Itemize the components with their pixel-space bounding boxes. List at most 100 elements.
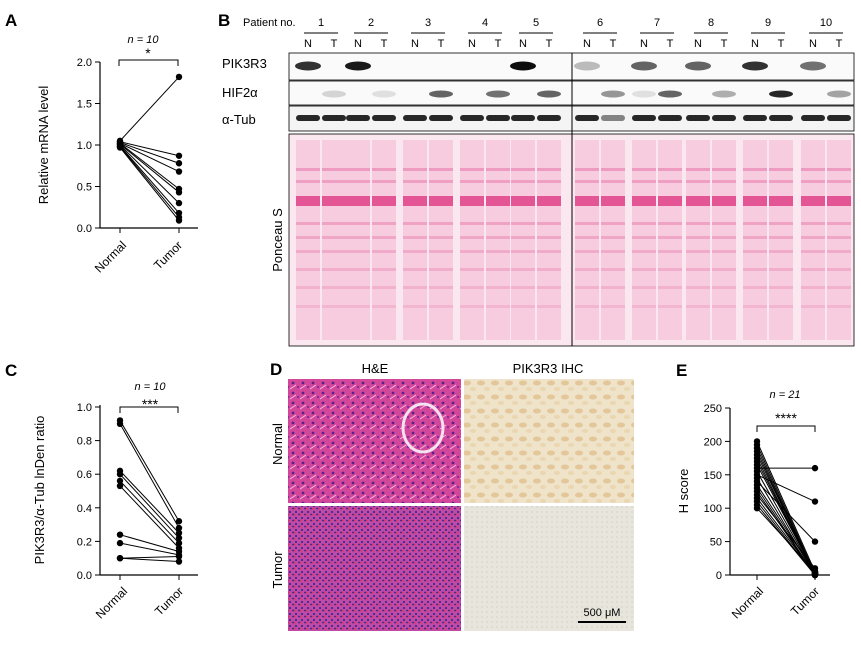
- ponceau-minor-band: [769, 268, 793, 271]
- lane-label: N: [304, 38, 312, 50]
- lane-label: N: [640, 38, 648, 50]
- ponceau-minor-band: [322, 305, 346, 308]
- band-tubulin: [322, 115, 346, 121]
- ponceau-lane: [372, 140, 396, 340]
- y-tick-label: 0.5: [77, 182, 92, 194]
- ponceau-lane: [632, 140, 656, 340]
- n-label-a: n = 10: [128, 34, 160, 46]
- ponceau-minor-band: [372, 305, 396, 308]
- point-tumor: [175, 168, 183, 175]
- ponceau-lane: [712, 140, 736, 340]
- ponceau-minor-band: [601, 236, 625, 239]
- pair-line: [119, 142, 180, 173]
- row-label-pik3r3: PIK3R3: [222, 56, 267, 71]
- pair-line: [119, 142, 180, 164]
- ponceau-minor-band: [743, 305, 767, 308]
- band-hif2a: [322, 90, 346, 98]
- pair-line: [756, 497, 816, 574]
- ponceau-minor-band: [801, 286, 825, 289]
- ponceau-lane: [296, 140, 320, 340]
- point-tumor: [175, 539, 183, 547]
- point-normal: [753, 481, 761, 489]
- point-normal: [116, 531, 124, 538]
- ponceau-minor-band: [403, 268, 427, 271]
- ponceau-minor-band: [372, 236, 396, 239]
- band-hif2a: [372, 90, 396, 98]
- patient-number: 2: [368, 17, 374, 29]
- band-pik3r3: [510, 61, 536, 71]
- band-hif2a: [658, 90, 682, 98]
- ponceau-minor-band: [632, 180, 656, 183]
- ponceau-minor-band: [575, 236, 599, 239]
- ponceau-major-band: [632, 196, 656, 206]
- ponceau-minor-band: [537, 250, 561, 253]
- y-tick-label: 2.0: [77, 57, 92, 69]
- row-label-normal: Normal: [270, 423, 285, 465]
- pair-line: [119, 420, 180, 522]
- ponceau-major-band: [575, 196, 599, 206]
- ponceau-minor-band: [712, 305, 736, 308]
- ponceau-minor-band: [827, 268, 851, 271]
- band-tubulin: [575, 115, 599, 121]
- pair-line: [119, 542, 180, 556]
- ponceau-minor-band: [511, 268, 535, 271]
- panel-letter-c: C: [5, 361, 17, 380]
- band-hif2a: [712, 90, 736, 98]
- point-tumor: [175, 160, 183, 167]
- pair-line: [119, 473, 180, 539]
- ponceau-minor-band: [712, 286, 736, 289]
- lane-label: T: [546, 38, 553, 50]
- ponceau-minor-band: [658, 250, 682, 253]
- x-tick-tumor-e: Tumor: [788, 584, 822, 618]
- y-tick-label: 1.5: [77, 99, 92, 111]
- point-normal: [116, 144, 124, 151]
- point-tumor: [175, 73, 183, 81]
- ponceau-minor-band: [801, 236, 825, 239]
- pair-line: [119, 557, 180, 563]
- x-tick-tumor-a: Tumor: [151, 238, 185, 272]
- band-tubulin: [769, 115, 793, 121]
- n-label-e: n = 21: [770, 389, 801, 401]
- band-pik3r3: [742, 61, 768, 71]
- point-normal: [116, 420, 124, 427]
- panel-a: A n = 10 * 0.0 0.5 1.0 1.5 2.0 Relative mRNA…: [5, 11, 198, 275]
- panel-c: C n = 10 *** 0.0 0.2 0.4 0.6 0.8 1.0 PIK3R3/α…: [5, 361, 198, 621]
- y-tick-label: 0.0: [77, 570, 92, 582]
- lane-label: N: [751, 38, 759, 50]
- ponceau-minor-band: [658, 286, 682, 289]
- ponceau-minor-band: [658, 268, 682, 271]
- x-tick-normal-c: Normal: [93, 584, 130, 621]
- band-hif2a: [632, 90, 656, 98]
- y-tick-label: 250: [704, 403, 722, 415]
- x-tick-tumor-c: Tumor: [152, 584, 186, 618]
- pair-line: [119, 146, 180, 218]
- ponceau-minor-band: [686, 268, 710, 271]
- ponceau-minor-band: [372, 180, 396, 183]
- ponceau-minor-band: [575, 286, 599, 289]
- patient-number: 8: [708, 17, 714, 29]
- ponceau-minor-band: [743, 168, 767, 171]
- point-normal: [753, 448, 761, 455]
- ponceau-minor-band: [827, 305, 851, 308]
- ponceau-minor-band: [296, 236, 320, 239]
- ponceau-minor-band: [296, 180, 320, 183]
- ponceau-minor-band: [827, 222, 851, 225]
- lane-label: N: [583, 38, 591, 50]
- point-normal: [753, 501, 761, 509]
- image-he-normal: [288, 379, 461, 503]
- chart-data-a: [116, 73, 183, 224]
- patient-number: 6: [597, 17, 603, 29]
- ponceau-minor-band: [769, 222, 793, 225]
- lane-label: N: [468, 38, 476, 50]
- band-pik3r3: [800, 61, 826, 71]
- ponceau-lane: [537, 140, 561, 340]
- band-pik3r3: [574, 61, 600, 71]
- lane-label: T: [721, 38, 728, 50]
- ponceau-minor-band: [486, 236, 510, 239]
- blot-bands: [295, 61, 851, 340]
- lane-label: N: [519, 38, 527, 50]
- ponceau-minor-band: [769, 286, 793, 289]
- panel-letter-a: A: [5, 11, 17, 30]
- ponceau-minor-band: [537, 222, 561, 225]
- col-title-he: H&E: [362, 361, 389, 376]
